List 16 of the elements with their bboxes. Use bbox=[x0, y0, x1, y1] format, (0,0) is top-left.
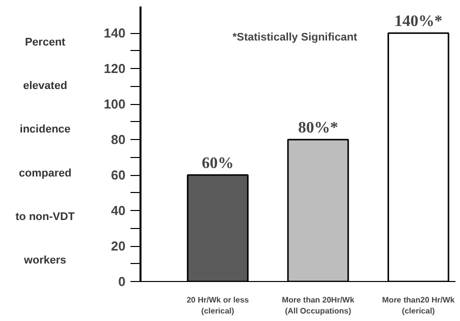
x-tick-label: 20 Hr/Wk or less (clerical) bbox=[186, 296, 250, 316]
x-tick-label: More than20 Hr/Wk (clerical) bbox=[382, 296, 456, 316]
y-tick-label: 100 bbox=[104, 96, 126, 112]
y-tick-label: 0 bbox=[118, 274, 126, 289]
annotation: *Statistically Significant bbox=[232, 32, 358, 44]
data-label: 60% bbox=[202, 155, 234, 172]
y-tick-label: 140 bbox=[104, 26, 126, 41]
x-tick-label: More than 20Hr/Wk (All Occupations) bbox=[282, 296, 355, 316]
data-label: 140%* bbox=[394, 13, 442, 30]
text: Percent elevated incidence compared to non-VDT workers bbox=[16, 36, 75, 267]
y-tick-label: 60 bbox=[111, 168, 126, 183]
y-tick-label: 40 bbox=[111, 203, 126, 218]
y-tick-label: 120 bbox=[104, 61, 126, 76]
data-label: 80%* bbox=[298, 120, 338, 137]
y-tick-label: 20 bbox=[111, 238, 126, 254]
y-tick-label: 80 bbox=[111, 132, 126, 148]
